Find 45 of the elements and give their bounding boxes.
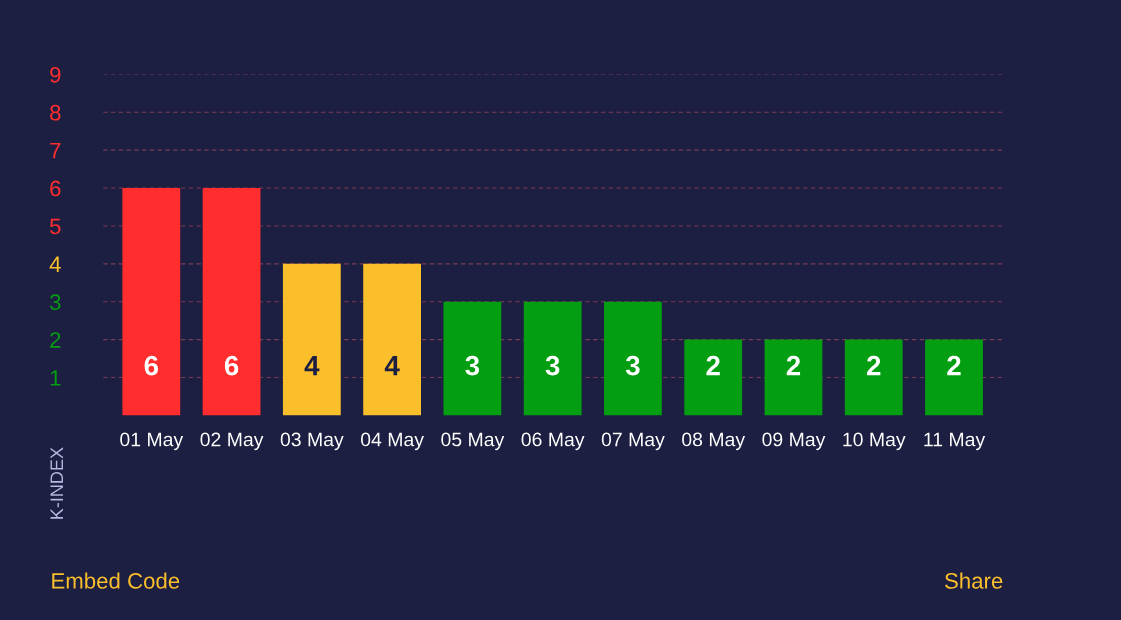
x-tick-label: 05 May (441, 432, 505, 451)
y-tick-label: 9 (50, 66, 61, 83)
bar (684, 339, 743, 416)
data-label: 2 (866, 355, 881, 376)
y-tick-label: 3 (49, 294, 61, 310)
bar (282, 263, 341, 416)
x-tick-label: 04 May (360, 432, 424, 451)
data-label: 3 (465, 355, 480, 376)
bar (764, 339, 823, 416)
bar (202, 188, 261, 416)
y-tick-label: 6 (50, 180, 61, 197)
bar (443, 301, 502, 416)
y-tick-label: 7 (50, 142, 61, 159)
y-axis-title: K-INDEX (50, 447, 63, 519)
x-tick-label: 03 May (280, 432, 344, 451)
x-tick-label: 07 May (601, 432, 665, 451)
x-tick-label: 01 May (120, 432, 184, 451)
data-label: 2 (786, 355, 801, 376)
x-tick-label: 06 May (521, 432, 585, 451)
y-tick-label: 1 (50, 370, 61, 386)
y-tick-label: 8 (50, 104, 61, 121)
y-tick-label: 5 (50, 218, 61, 235)
y-tick-label: 2 (50, 332, 61, 348)
data-label: 2 (947, 355, 961, 376)
x-tick-label: 10 May (843, 432, 906, 451)
data-label: 3 (545, 355, 560, 376)
text: Share (945, 572, 1003, 589)
bar (363, 263, 422, 416)
data-label: 6 (224, 355, 239, 376)
bar (523, 301, 582, 416)
data-label: 2 (706, 355, 720, 376)
data-label: 4 (304, 356, 320, 376)
bar (925, 339, 983, 416)
y-tick-label: 4 (49, 256, 61, 272)
x-tick-label: 02 May (200, 432, 264, 451)
data-label: 3 (625, 355, 640, 376)
x-tick-label: 08 May (682, 432, 746, 451)
bar (122, 188, 181, 416)
data-label: 4 (384, 356, 400, 376)
x-tick-label: 11 May (924, 432, 986, 451)
x-tick-label: 09 May (762, 432, 826, 451)
bar (844, 339, 903, 416)
data-label: 6 (144, 355, 159, 376)
text: Embed Code (52, 572, 180, 589)
bar (604, 301, 662, 416)
